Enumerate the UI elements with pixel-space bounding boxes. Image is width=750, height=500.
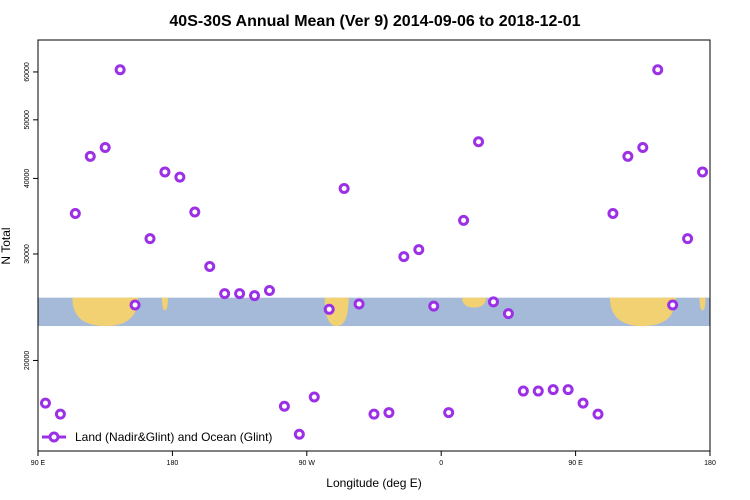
data-point xyxy=(652,64,664,76)
data-point xyxy=(39,397,51,409)
data-point xyxy=(174,171,186,183)
y-tick-label: 50000 xyxy=(24,110,31,130)
data-point xyxy=(293,428,305,440)
data-point xyxy=(607,207,619,219)
data-point xyxy=(99,141,111,153)
data-point xyxy=(667,299,679,311)
data-point xyxy=(443,407,455,419)
data-series xyxy=(39,64,709,440)
y-tick-label: 30000 xyxy=(24,244,31,264)
data-point xyxy=(353,298,365,310)
data-point xyxy=(114,64,126,76)
data-point xyxy=(159,166,171,178)
data-point xyxy=(577,397,589,409)
plot-frame xyxy=(37,39,711,452)
x-tick-label: 90 E xyxy=(31,460,46,467)
data-point xyxy=(398,251,410,263)
data-point xyxy=(234,288,246,300)
land-australia xyxy=(72,297,139,327)
data-point xyxy=(338,182,350,194)
data-point xyxy=(383,407,395,419)
data-point xyxy=(532,385,544,397)
legend-label: Land (Nadir&Glint) and Ocean (Glint) xyxy=(75,430,272,444)
x-axis: 90 E 180 90 W 0 90 E 180 xyxy=(31,451,716,467)
y-tick-label: 40000 xyxy=(24,169,31,189)
y-tick-label: 60000 xyxy=(24,62,31,82)
x-tick-label: 90 W xyxy=(299,460,316,467)
data-point xyxy=(458,214,470,226)
data-point xyxy=(54,408,66,420)
data-point xyxy=(413,244,425,256)
legend-marker xyxy=(48,431,60,443)
data-point xyxy=(144,233,156,245)
data-point xyxy=(473,136,485,148)
data-point xyxy=(502,308,514,320)
y-axis-label: N Total xyxy=(0,227,13,264)
data-point xyxy=(84,150,96,162)
data-point xyxy=(278,400,290,412)
data-point xyxy=(428,300,440,312)
land-new-zealand xyxy=(161,297,168,311)
data-point xyxy=(682,233,694,245)
data-point xyxy=(129,299,141,311)
data-point xyxy=(219,288,231,300)
data-point xyxy=(308,391,320,403)
chart-title: 40S-30S Annual Mean (Ver 9) 2014-09-06 t… xyxy=(169,13,580,30)
data-point xyxy=(562,384,574,396)
y-tick-label: 20000 xyxy=(24,351,31,371)
data-point xyxy=(547,384,559,396)
ocean-band xyxy=(38,297,710,327)
data-point xyxy=(249,290,261,302)
land-new-zealand-repeat xyxy=(699,297,706,311)
land-southern-africa xyxy=(462,297,486,308)
data-point xyxy=(637,141,649,153)
world-map-band xyxy=(38,297,710,327)
x-axis-label: Longitude (deg E) xyxy=(326,476,421,490)
data-point xyxy=(204,261,216,273)
data-point xyxy=(263,285,275,297)
x-tick-label: 180 xyxy=(704,460,716,467)
x-tick-label: 0 xyxy=(439,460,443,467)
data-point xyxy=(697,166,709,178)
legend: Land (Nadir&Glint) and Ocean (Glint) xyxy=(42,430,272,444)
data-point xyxy=(69,207,81,219)
data-point xyxy=(189,206,201,218)
data-point xyxy=(368,408,380,420)
y-axis: 20000 30000 40000 50000 60000 xyxy=(24,62,38,370)
data-point xyxy=(592,408,604,420)
x-tick-label: 180 xyxy=(167,460,179,467)
data-point xyxy=(622,150,634,162)
data-point xyxy=(517,385,529,397)
land-australia-repeat xyxy=(609,297,676,327)
data-point xyxy=(323,303,335,315)
x-tick-label: 90 E xyxy=(568,460,583,467)
data-point xyxy=(487,296,499,308)
